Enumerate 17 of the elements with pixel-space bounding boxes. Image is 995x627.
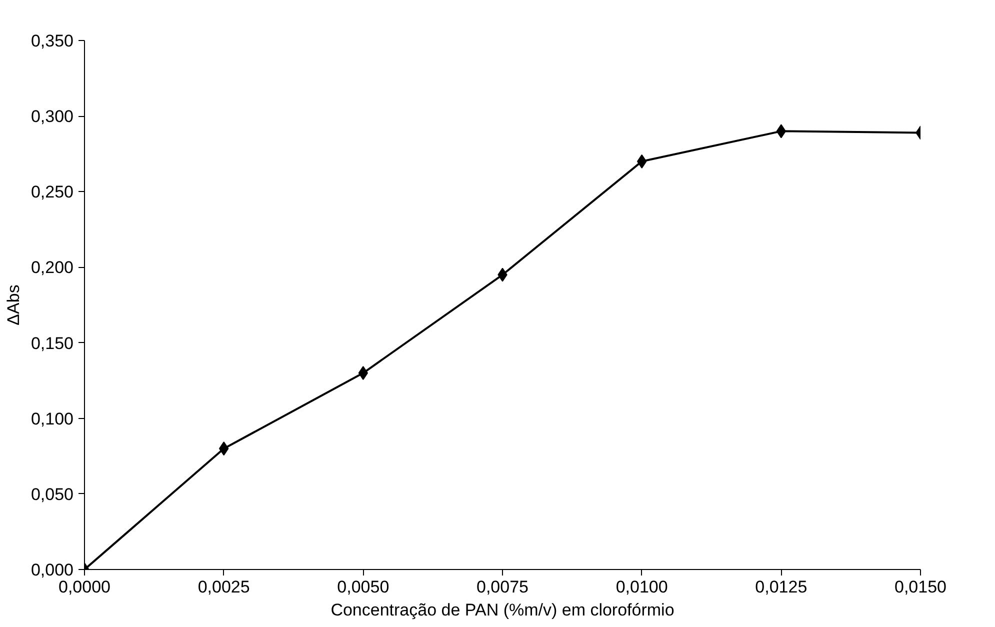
y-tick-label: 0,300 xyxy=(30,107,74,126)
y-tick-label: 0,350 xyxy=(30,32,74,50)
x-tick-label: 0,0100 xyxy=(616,578,668,596)
y-tick-label: 0,050 xyxy=(30,484,74,504)
x-tick-label: 0,0075 xyxy=(476,578,528,596)
y-axis-title: ΔAbs xyxy=(4,284,23,326)
x-tick-label: 0,0025 xyxy=(198,578,250,596)
x-tick-label: 0,0000 xyxy=(58,578,110,596)
y-tick-label: 0,100 xyxy=(30,409,74,428)
x-tick-label: 0,0150 xyxy=(894,578,946,596)
x-tick-label: 0,0050 xyxy=(337,578,390,596)
y-tick-label: 0,250 xyxy=(30,182,74,202)
y-tick-label: 0,200 xyxy=(30,258,74,278)
x-axis-title: Concentração de PAN (%m/v) em clorofórmio xyxy=(330,600,674,620)
y-tick-label: 0,150 xyxy=(30,334,74,353)
y-tick-label: 0,000 xyxy=(30,560,74,580)
x-tick-label: 0,0125 xyxy=(755,578,808,596)
